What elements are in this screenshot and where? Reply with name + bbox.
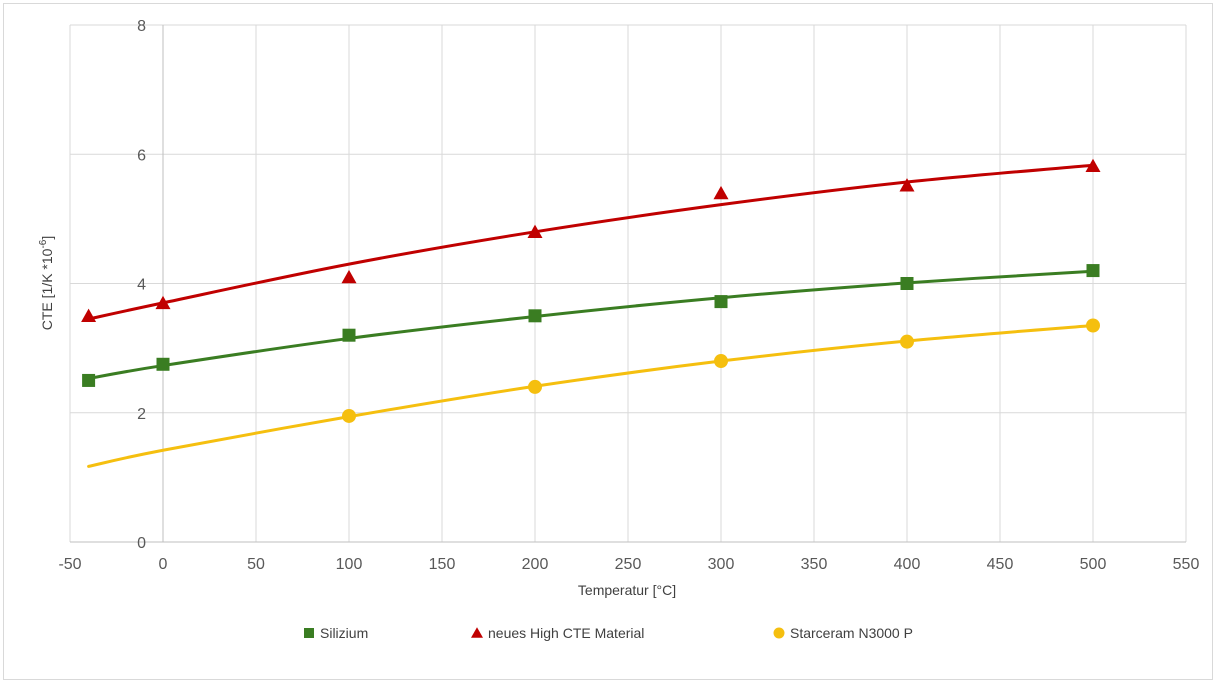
- trendline-2: [87, 324, 1095, 468]
- data-point-1-6: [1085, 158, 1101, 173]
- y-tick-label: 6: [137, 147, 146, 164]
- x-tick-label: 100: [336, 556, 363, 573]
- tick-label-layer: -50 0 50 100 150 200 250 300 350 400 450 500 550 0 2 4 6…: [58, 18, 1199, 573]
- x-tick-label: 150: [429, 556, 456, 573]
- grid-layer: [69, 24, 1187, 542]
- data-point-0-5: [900, 277, 914, 290]
- data-point-1-3: [527, 224, 543, 238]
- data-point-2-3: [900, 334, 914, 349]
- data-point-1-1: [155, 295, 171, 310]
- legend-marker-2: [773, 627, 785, 639]
- legend-label-2: Starceram N3000 P: [790, 625, 913, 641]
- x-tick-label: -50: [58, 556, 81, 573]
- data-point-1-4: [713, 185, 729, 200]
- x-tick-label: 50: [247, 556, 265, 573]
- legend-label-1: neues High CTE Material: [488, 625, 644, 641]
- y-tick-label: 8: [137, 18, 146, 35]
- y-axis-title-main: CTE [1/K *10: [39, 248, 55, 330]
- x-tick-label: 500: [1080, 556, 1107, 573]
- data-point-1-5: [899, 178, 915, 192]
- y-axis-title: CTE [1/K *10-6]: [38, 236, 55, 331]
- y-tick-label: 2: [137, 406, 146, 423]
- data-point-2-0: [342, 408, 356, 423]
- y-axis-title-exponent: -6: [38, 239, 49, 248]
- y-axis-title-close: ]: [39, 236, 55, 240]
- legend-marker-1: [471, 627, 483, 638]
- y-tick-label: 0: [137, 535, 146, 552]
- y-tick-label: 4: [137, 277, 146, 294]
- data-point-0-1: [156, 357, 170, 371]
- marker-layer: [81, 158, 1101, 423]
- x-tick-label: 550: [1173, 556, 1200, 573]
- x-tick-label: 200: [522, 556, 549, 573]
- data-point-1-0: [81, 308, 97, 322]
- legend-label-0: Silizium: [320, 625, 368, 641]
- data-point-2-4: [1086, 318, 1100, 333]
- legend-marker-0: [304, 628, 314, 638]
- x-tick-label: 250: [615, 556, 642, 573]
- trendline-1: [87, 163, 1095, 321]
- x-tick-label: 0: [159, 556, 168, 573]
- legend: Silizium neues High CTE Material Starceram…: [304, 625, 913, 641]
- data-point-0-4: [714, 295, 728, 309]
- data-point-1-2: [341, 269, 357, 284]
- x-tick-label: 350: [801, 556, 828, 573]
- x-tick-label: 450: [987, 556, 1014, 573]
- data-point-0-0: [82, 373, 96, 387]
- data-point-0-3: [528, 309, 542, 323]
- x-axis-title: Temperatur [°C]: [578, 582, 676, 598]
- axis-layer: [70, 25, 1186, 543]
- data-point-0-6: [1086, 264, 1100, 278]
- x-tick-label: 400: [894, 556, 921, 573]
- data-point-2-1: [528, 379, 542, 394]
- trendline-layer: [87, 163, 1095, 468]
- data-point-2-2: [714, 354, 728, 369]
- x-tick-label: 300: [708, 556, 735, 573]
- data-point-0-2: [342, 328, 356, 342]
- chart-frame: [3, 3, 1213, 680]
